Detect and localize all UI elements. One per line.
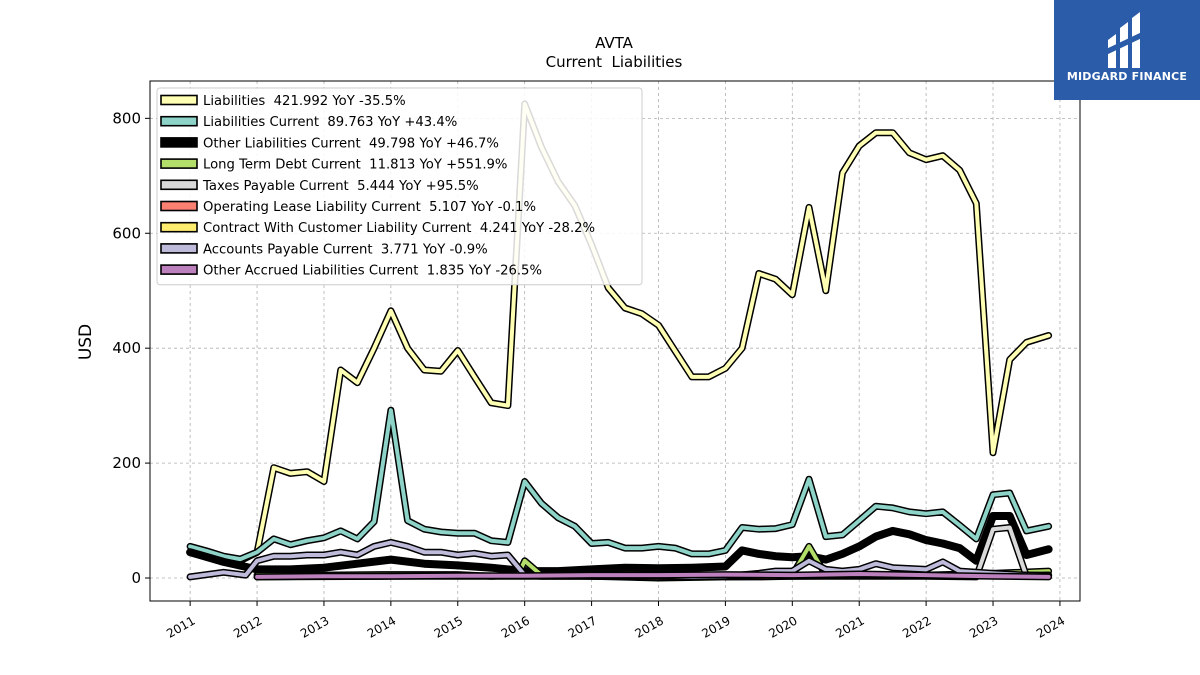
x-tick-label: 2011 bbox=[164, 613, 197, 640]
x-tick-label: 2023 bbox=[967, 613, 1000, 640]
legend-entry: Operating Lease Liability Current 5.107 … bbox=[160, 200, 536, 215]
legend-swatch bbox=[160, 264, 198, 275]
y-axis-label: USD bbox=[76, 324, 96, 360]
y-tick-label: 600 bbox=[112, 224, 141, 242]
plot-area bbox=[186, 100, 1053, 582]
logo-text: MIDGARD FINANCE bbox=[1066, 70, 1188, 83]
series-8 bbox=[253, 570, 1053, 581]
series-line bbox=[188, 102, 1051, 563]
legend-entry: Taxes Payable Current 5.444 YoY +95.5% bbox=[160, 179, 479, 194]
x-tick-label: 2013 bbox=[298, 613, 331, 640]
series-0 bbox=[186, 100, 1053, 565]
legend-swatch bbox=[160, 94, 198, 106]
series-line bbox=[255, 572, 1051, 579]
legend-entry: Long Term Debt Current 11.813 YoY +551.9… bbox=[160, 158, 507, 173]
x-tick-label: 2020 bbox=[766, 613, 799, 640]
legend-entry: Accounts Payable Current 3.771 YoY -0.9% bbox=[160, 242, 488, 257]
chart-subtitle: Current Liabilities bbox=[546, 53, 683, 71]
chart-title: AVTA bbox=[595, 34, 634, 52]
x-tick-label: 2019 bbox=[699, 613, 732, 640]
legend-label: Liabilities Current 89.763 YoY +43.4% bbox=[203, 115, 457, 130]
legend-label: Other Accrued Liabilities Current 1.835 … bbox=[203, 264, 542, 279]
x-tick-label: 2018 bbox=[633, 613, 666, 640]
series-1 bbox=[186, 406, 1053, 563]
x-tick-label: 2017 bbox=[566, 613, 599, 640]
x-tick-label: 2012 bbox=[231, 613, 264, 640]
series-line bbox=[186, 512, 1053, 576]
legend-label: Other Liabilities Current 49.798 YoY +46… bbox=[203, 136, 499, 151]
logo-mark-icon bbox=[1104, 12, 1146, 68]
legend-box bbox=[156, 87, 643, 286]
legend-swatch bbox=[160, 221, 198, 233]
legend-swatch bbox=[160, 137, 198, 148]
legend: Liabilities 421.992 YoY -35.5% Liabilitie… bbox=[156, 87, 643, 286]
legend-label: Accounts Payable Current 3.771 YoY -0.9% bbox=[203, 242, 488, 257]
y-tick-label: 0 bbox=[131, 569, 141, 587]
legend-swatch bbox=[160, 115, 198, 127]
x-tick-label: 2024 bbox=[1034, 613, 1067, 640]
legend-entry: Other Accrued Liabilities Current 1.835 … bbox=[160, 264, 542, 279]
y-tick-label: 800 bbox=[112, 109, 141, 127]
x-tick-label: 2015 bbox=[432, 613, 465, 640]
y-tick-label: 400 bbox=[112, 339, 141, 357]
legend-swatch bbox=[160, 243, 198, 254]
series-line bbox=[188, 408, 1051, 562]
legend-entry: Other Liabilities Current 49.798 YoY +46… bbox=[160, 136, 499, 151]
midgard-finance-logo: MIDGARD FINANCE bbox=[1054, 0, 1200, 100]
legend-swatch bbox=[160, 200, 198, 212]
legend-label: Taxes Payable Current 5.444 YoY +95.5% bbox=[202, 179, 479, 194]
legend-entry: Liabilities Current 89.763 YoY +43.4% bbox=[160, 115, 457, 130]
x-tick-label: 2022 bbox=[900, 613, 933, 640]
series-2 bbox=[186, 512, 1053, 576]
legend-label: Liabilities 421.992 YoY -35.5% bbox=[203, 94, 406, 109]
legend-swatch bbox=[160, 158, 198, 169]
legend-label: Long Term Debt Current 11.813 YoY +551.9… bbox=[203, 158, 507, 173]
legend-entry: Contract With Customer Liability Current… bbox=[160, 221, 595, 236]
y-tick-label: 200 bbox=[112, 454, 141, 472]
legend-entry: Liabilities 421.992 YoY -35.5% bbox=[160, 94, 406, 109]
plot-frame bbox=[149, 80, 1081, 602]
legend-swatch bbox=[160, 179, 198, 191]
x-tick-label: 2014 bbox=[365, 613, 398, 640]
x-tick-label: 2016 bbox=[499, 613, 532, 640]
legend-label: Operating Lease Liability Current 5.107 … bbox=[203, 200, 536, 215]
legend-label: Contract With Customer Liability Current… bbox=[203, 221, 595, 236]
x-tick-label: 2021 bbox=[833, 613, 866, 640]
